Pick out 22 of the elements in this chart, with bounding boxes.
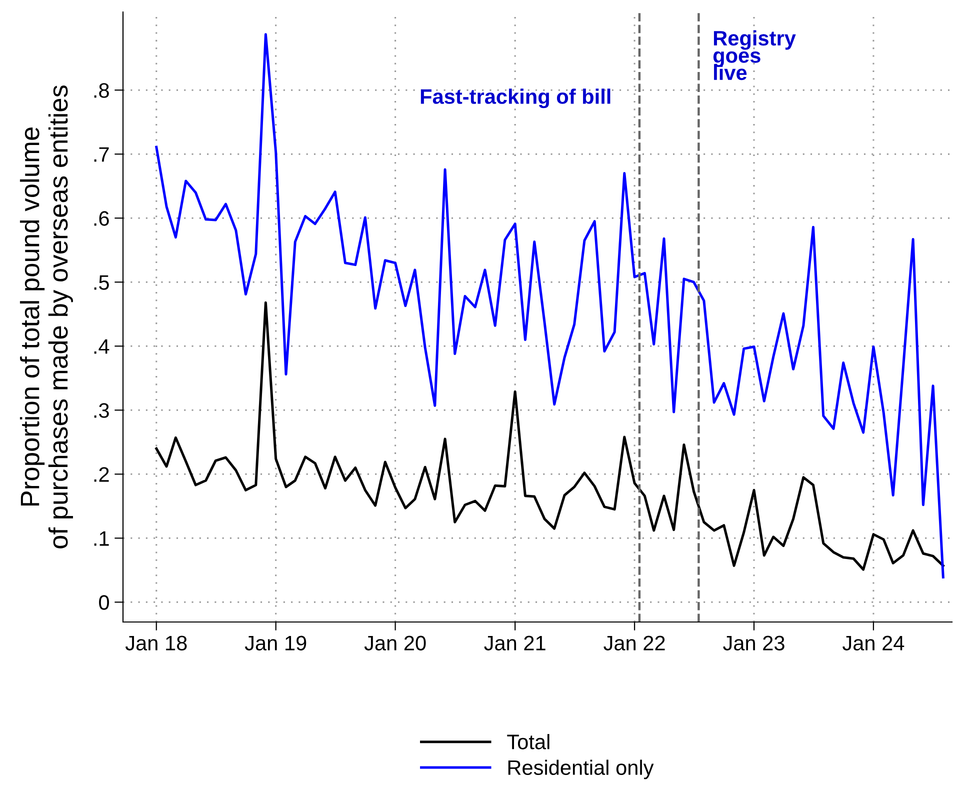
y-axis-title: Proportion of total pound volume of purchases made by overseas entities — [20, 85, 73, 548]
legend-label: Total — [507, 734, 550, 750]
y-tick-label: .2 — [94, 467, 109, 482]
x-tick-label: Jan 19 — [244, 636, 306, 650]
y-tick-label: .6 — [94, 211, 109, 226]
x-tick-label: Jan 21 — [484, 636, 546, 650]
y-tick-label: .3 — [94, 403, 109, 418]
y-tick-label: .1 — [94, 531, 109, 546]
y-tick-label: .8 — [94, 83, 109, 98]
x-tick-label: Jan 20 — [364, 636, 426, 650]
ref-line-label: Registry goes live — [713, 30, 796, 80]
y-tick-label: .7 — [94, 147, 109, 162]
y-tick-label: .4 — [94, 339, 110, 354]
x-tick-label: Jan 18 — [125, 636, 187, 650]
ref-line-label: Fast-tracking of bill — [420, 88, 610, 108]
y-tick-label: 0 — [99, 595, 109, 610]
x-tick-label: Jan 24 — [842, 636, 904, 650]
x-tick-label: Jan 22 — [604, 636, 665, 650]
line-series — [155, 301, 944, 571]
x-tick-label: Jan 23 — [723, 636, 784, 650]
y-tick-label: .5 — [94, 275, 109, 290]
legend-label: Residential only — [508, 760, 654, 780]
